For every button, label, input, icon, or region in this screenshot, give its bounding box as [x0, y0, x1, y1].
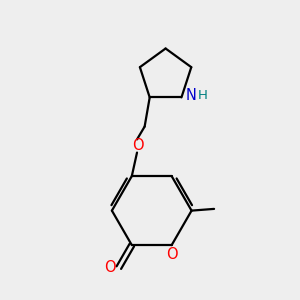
Text: H: H — [197, 89, 207, 103]
Text: O: O — [167, 247, 178, 262]
Text: O: O — [132, 138, 143, 153]
Text: N: N — [186, 88, 196, 104]
Text: O: O — [104, 260, 116, 275]
